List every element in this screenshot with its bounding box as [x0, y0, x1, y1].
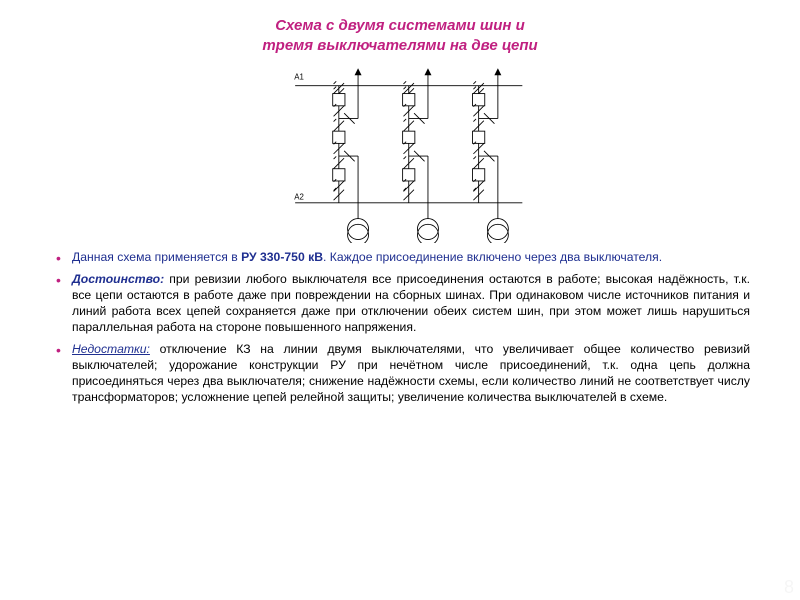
schematic-svg: A1 A2 [260, 63, 540, 243]
bullet-advantage: Достоинство: при ревизии любого выключат… [50, 271, 750, 335]
bullet1-pre: Данная схема применяется в [72, 250, 241, 264]
page-number-watermark: 8 [784, 577, 794, 598]
bullet1-post: . Каждое присоединение включено через дв… [323, 250, 662, 264]
bullet-list: Данная схема применяется в РУ 330-750 кВ… [50, 249, 750, 406]
diagram: A1 A2 [260, 63, 540, 243]
bullet1-volt: РУ 330-750 кВ [241, 250, 323, 264]
disadvantage-label: Недостатки: [72, 342, 150, 356]
svg-text:A2: A2 [294, 192, 304, 201]
bullet-disadvantage: Недостатки: отключение КЗ на линии двумя… [50, 341, 750, 405]
bullet-usage: Данная схема применяется в РУ 330-750 кВ… [50, 249, 750, 265]
disadvantage-text: отключение КЗ на линии двумя выключателя… [72, 342, 750, 404]
title-line1: Схема с двумя системами шин и [275, 17, 525, 34]
page-title: Схема с двумя системами шин и тремя выкл… [50, 16, 750, 57]
title-line2: тремя выключателями на две цепи [262, 37, 537, 54]
svg-text:A1: A1 [294, 72, 304, 81]
advantage-label: Достоинство: [72, 272, 164, 286]
advantage-text: при ревизии любого выключателя все присо… [72, 272, 750, 334]
